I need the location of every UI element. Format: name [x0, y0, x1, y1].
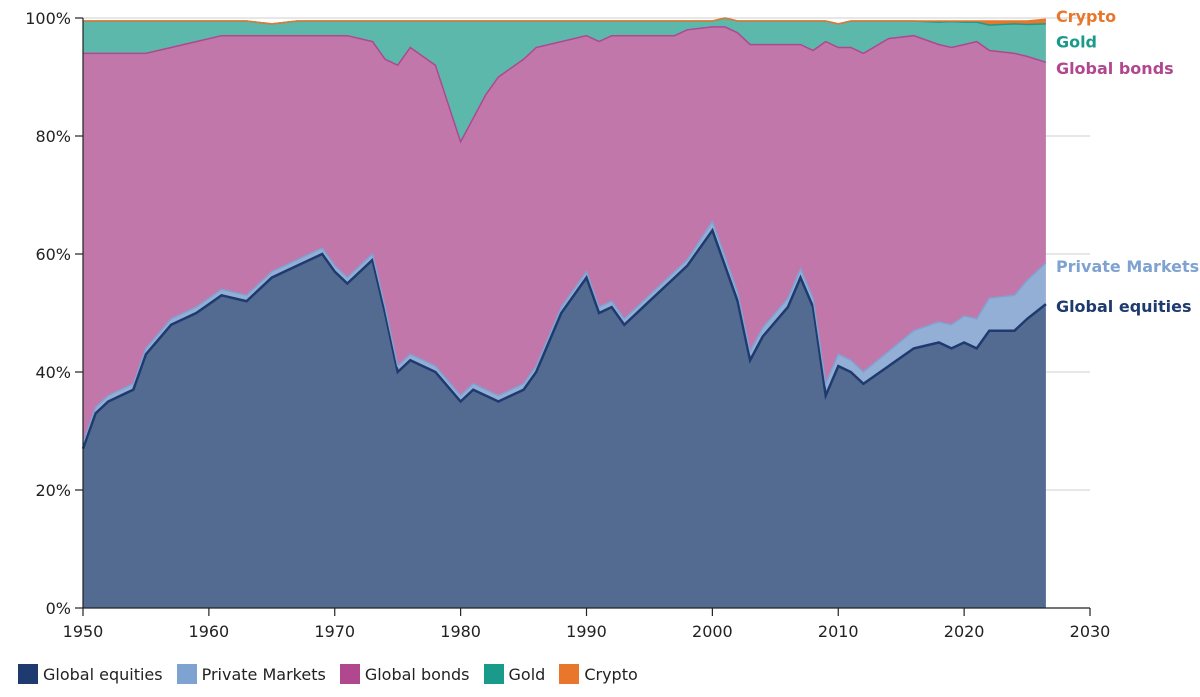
y-tick-label-100: 100%: [25, 9, 71, 28]
legend-swatch-gold: [483, 664, 504, 684]
line-crypto: [83, 17, 1046, 25]
legend-label-global-bonds: Global bonds: [364, 664, 470, 684]
legend-item-private-markets: Private Markets: [176, 664, 326, 684]
area-series-layer: [81, 17, 1047, 608]
end-label-private-markets: Private Markets: [1056, 257, 1199, 276]
x-tick-label-1990: 1990: [566, 622, 607, 641]
end-label-crypto: Crypto: [1056, 7, 1116, 26]
x-tick-label-2020: 2020: [944, 622, 985, 641]
line-private-markets: [82, 219, 1047, 444]
line-global-bonds: [83, 26, 1047, 144]
x-tick-label-1970: 1970: [314, 622, 355, 641]
legend-item-gold: Gold: [483, 664, 546, 684]
legend: Global equities Private Markets Global bon…: [18, 664, 638, 684]
end-labels: Crypto Gold Global bonds Private Markets Glo…: [1056, 7, 1199, 316]
x-tick-label-1960: 1960: [189, 622, 230, 641]
area-gold: [83, 18, 1046, 142]
legend-label-gold: Gold: [508, 664, 546, 684]
legend-item-global-equities: Global equities: [18, 664, 163, 684]
end-label-global-bonds: Global bonds: [1056, 59, 1174, 78]
stacked-area-chart: 1950 1960 1970 1980 1990 2000 2010 2020 2030 0% 20…: [25, 7, 1199, 641]
x-tick-label-2030: 2030: [1070, 622, 1111, 641]
axes: 1950 1960 1970 1980 1990 2000 2010 2020 2030 0% 20…: [25, 9, 1110, 641]
x-tick-label-1950: 1950: [63, 622, 104, 641]
y-tick-label-0: 0%: [46, 599, 71, 618]
y-tick-label-60: 60%: [35, 245, 71, 264]
legend-swatch-crypto: [559, 664, 580, 684]
area-global-bonds: [83, 26, 1046, 443]
y-tick-label-80: 80%: [35, 127, 71, 146]
x-tick-label-1980: 1980: [440, 622, 481, 641]
legend-swatch-private-markets: [176, 664, 197, 684]
x-tick-label-2010: 2010: [818, 622, 859, 641]
x-tick-label-2000: 2000: [692, 622, 733, 641]
legend-label-crypto: Crypto: [584, 664, 638, 684]
legend-item-global-bonds: Global bonds: [339, 664, 470, 684]
legend-swatch-global-equities: [18, 664, 38, 684]
y-tick-label-20: 20%: [35, 481, 71, 500]
legend-swatch-global-bonds: [339, 664, 360, 684]
legend-label-private-markets: Private Markets: [201, 664, 326, 684]
y-tick-label-40: 40%: [35, 363, 71, 382]
end-label-gold: Gold: [1056, 33, 1097, 52]
legend-label-global-equities: Global equities: [43, 664, 163, 684]
area-global-equities: [83, 230, 1046, 608]
legend-item-crypto: Crypto: [559, 664, 638, 684]
end-label-global-equities: Global equities: [1056, 297, 1192, 316]
line-global-equities: [81, 227, 1047, 450]
